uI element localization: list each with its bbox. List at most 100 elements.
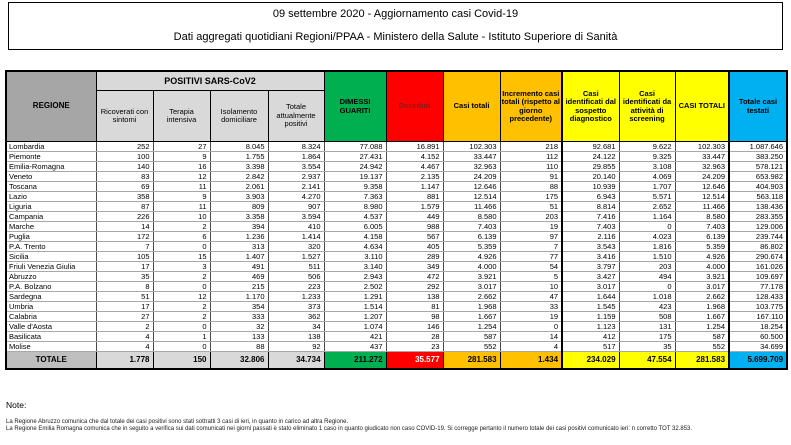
- cell-value: 1.579: [386, 201, 444, 212]
- cell-value: 354: [210, 301, 269, 312]
- cell-value: 140: [96, 161, 154, 172]
- cell-value: 161.026: [728, 261, 788, 272]
- cell-value: 88: [210, 341, 269, 352]
- cell-value: 27: [153, 141, 211, 152]
- cell-value: 4: [500, 341, 563, 352]
- cell-value: 138: [268, 331, 325, 342]
- cell-value: 3.797: [561, 261, 620, 272]
- cell-value: 437: [324, 341, 387, 352]
- cell-value: 3.543: [561, 241, 620, 252]
- cell-value: 24.122: [561, 151, 620, 162]
- cell-value: 8.324: [268, 141, 325, 152]
- cell-value: 0: [153, 341, 211, 352]
- cell-value: 4.023: [619, 231, 676, 242]
- cell-value: 17: [96, 261, 154, 272]
- cell-value: 362: [268, 311, 325, 322]
- cell-value: 109.697: [728, 271, 788, 282]
- total-cell-value: 35.577: [385, 351, 444, 370]
- column-header-dimessi-guariti: DIMESSI GUARITI: [323, 70, 387, 142]
- cell-value: 5.359: [675, 241, 730, 252]
- column-header-casi-totali-caps: CASI TOTALI: [674, 70, 730, 142]
- cell-value: 16.891: [386, 141, 444, 152]
- cell-value: 91: [500, 171, 563, 182]
- cell-value: 100: [96, 151, 154, 162]
- cell-value: 129.006: [728, 221, 788, 232]
- cell-value: 24.209: [675, 171, 730, 182]
- table-row: Valle d'Aosta 2 0 32 34 1.074 146 1.254 0 1.123 13…: [6, 321, 788, 332]
- cell-value: 14: [96, 221, 154, 232]
- cell-value: 1.816: [619, 241, 676, 252]
- region-name: Umbria: [6, 301, 97, 312]
- cell-value: 5.359: [443, 241, 501, 252]
- cell-value: 373: [268, 301, 325, 312]
- cell-value: 10: [153, 211, 211, 222]
- cell-value: 2: [153, 271, 211, 282]
- region-name: Calabria: [6, 311, 97, 322]
- cell-value: 27.431: [324, 151, 387, 162]
- cell-value: 112: [500, 151, 563, 162]
- cell-value: 405: [386, 241, 444, 252]
- cell-value: 10.939: [561, 181, 620, 192]
- cell-value: 92.681: [561, 141, 620, 152]
- cell-value: 1.164: [619, 211, 676, 222]
- cell-value: 3: [153, 261, 211, 272]
- cell-value: 24.209: [443, 171, 501, 182]
- cell-value: 131: [619, 321, 676, 332]
- cell-value: 4.926: [443, 251, 501, 262]
- column-header-regione: REGIONE: [5, 70, 97, 142]
- cell-value: 35: [619, 341, 676, 352]
- cell-value: 7: [500, 241, 563, 252]
- cell-value: 12.646: [443, 181, 501, 192]
- cell-value: 226: [96, 211, 154, 222]
- cell-value: 252: [96, 141, 154, 152]
- cell-value: 128.433: [728, 291, 788, 302]
- cell-value: 1.968: [675, 301, 730, 312]
- cell-value: 1.233: [268, 291, 325, 302]
- cell-value: 421: [324, 331, 387, 342]
- cell-value: 1.147: [386, 181, 444, 192]
- cell-value: 4.467: [386, 161, 444, 172]
- table-row: Umbria 17 2 354 373 1.514 81 1.968 33 1.545 423 1.9…: [6, 301, 788, 312]
- cell-value: 81: [386, 301, 444, 312]
- cell-value: 7.403: [675, 221, 730, 232]
- cell-value: 6.139: [675, 231, 730, 242]
- notes-section: Note: La Regione Abruzzo comunica che da…: [6, 400, 786, 433]
- cell-value: 3.921: [675, 271, 730, 282]
- cell-value: 3.903: [210, 191, 269, 202]
- total-cell-value: 1.778: [95, 351, 154, 370]
- total-cell-value: 32.806: [209, 351, 269, 370]
- cell-value: 469: [210, 271, 269, 282]
- cell-value: 2: [153, 301, 211, 312]
- cell-value: 1.864: [268, 151, 325, 162]
- table-row: Veneto 83 12 2.842 2.937 19.137 2.135 24.209 91 2…: [6, 171, 788, 182]
- cell-value: 587: [443, 331, 501, 342]
- cell-value: 8.580: [675, 211, 730, 222]
- region-name: Sicilia: [6, 251, 97, 262]
- cell-value: 4.634: [324, 241, 387, 252]
- cell-value: 5: [500, 271, 563, 282]
- cell-value: 2.652: [619, 201, 676, 212]
- cell-value: 19: [500, 221, 563, 232]
- cell-value: 102.303: [443, 141, 501, 152]
- cell-value: 552: [443, 341, 501, 352]
- cell-value: 653.982: [728, 171, 788, 182]
- region-name: Veneto: [6, 171, 97, 182]
- cell-value: 60.500: [728, 331, 788, 342]
- total-cell-value: 234.029: [561, 351, 620, 370]
- cell-value: 3.921: [443, 271, 501, 282]
- region-name: P.A. Trento: [6, 241, 97, 252]
- cell-value: 0: [500, 321, 563, 332]
- cell-value: 110: [500, 161, 563, 172]
- table-row: Calabria 27 2 333 362 1.207 98 1.667 19 1.159 508 1…: [6, 311, 788, 322]
- cell-value: 4.000: [675, 261, 730, 272]
- total-cell-value: 47.554: [618, 351, 676, 370]
- cell-value: 1.018: [619, 291, 676, 302]
- cell-value: 2.116: [561, 231, 620, 242]
- cell-value: 34.699: [728, 341, 788, 352]
- cell-value: 506: [268, 271, 325, 282]
- note-line: La Regione Abruzzo comunica che dal tota…: [6, 419, 349, 425]
- cell-value: 77: [500, 251, 563, 262]
- cell-value: 358: [96, 191, 154, 202]
- column-header-totale-testati: Totale casi testati: [728, 70, 788, 142]
- cell-value: 9: [153, 151, 211, 162]
